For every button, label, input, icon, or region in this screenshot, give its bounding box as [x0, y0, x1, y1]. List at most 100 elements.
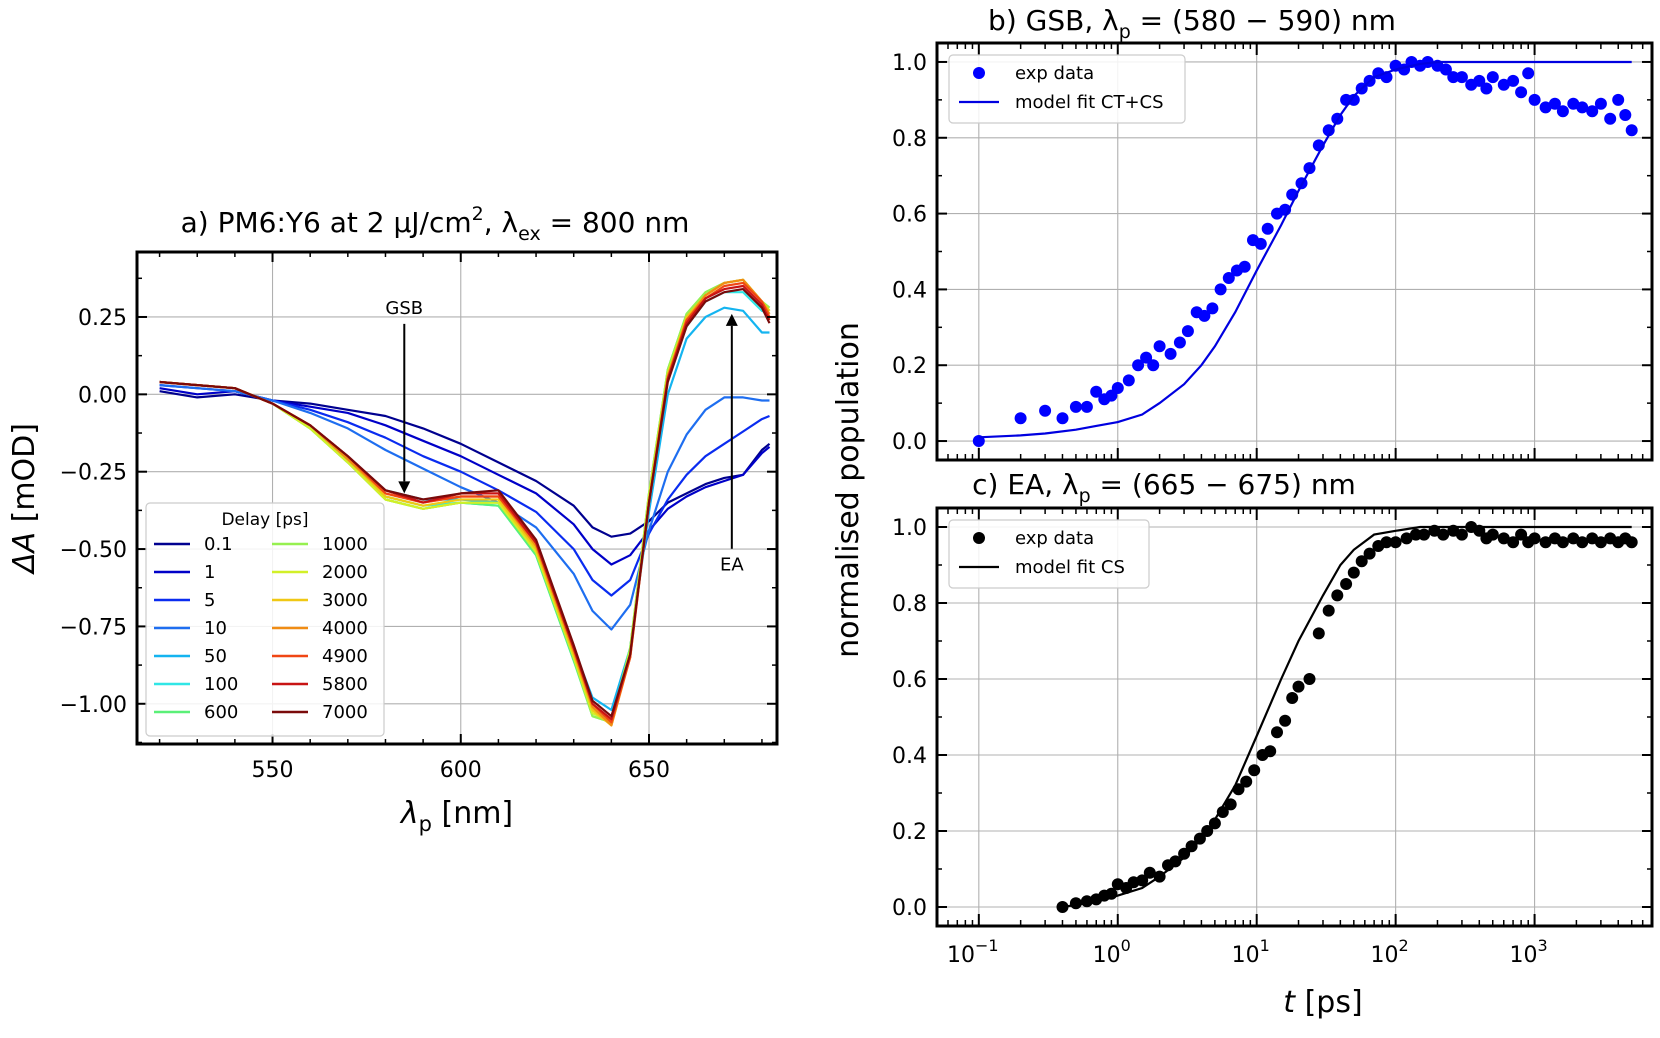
c-data-point — [1143, 866, 1156, 879]
b-data-point — [1222, 272, 1235, 284]
b-data-point — [1455, 71, 1468, 84]
a-legend-label: 5 — [204, 590, 215, 611]
b-legend-box — [948, 54, 1186, 124]
c-data-point — [1312, 627, 1325, 640]
b-data-point — [1576, 101, 1589, 114]
b-data-point — [1181, 325, 1194, 338]
panel-a: a) PM6:Y6 at 2 µJ/cm2, λex = 800 nm 550 6… — [7, 203, 779, 836]
b-data-point — [1080, 400, 1093, 413]
b-ytick-label: 1.0 — [892, 51, 927, 76]
series-line-10 — [159, 384, 770, 631]
c-legend-swatch-marker — [973, 532, 985, 544]
a-ytick-label: 0.00 — [78, 383, 127, 408]
c-legend-label: model fit CS — [1015, 557, 1125, 578]
c-data-point — [1576, 536, 1589, 549]
a-ytick-label: 0.25 — [78, 306, 127, 331]
panel-a-xlabel: λp [nm] — [399, 796, 513, 836]
c-data-point — [1380, 536, 1393, 549]
c-data-point — [1224, 798, 1237, 811]
c-data-point — [1248, 764, 1261, 777]
c-data-point — [1271, 726, 1283, 739]
b-data-point — [1322, 124, 1335, 137]
c-fit-line — [1062, 525, 1632, 909]
b-data-point — [1147, 359, 1160, 372]
c-data-point — [1208, 817, 1221, 830]
c-data-point — [1292, 680, 1305, 693]
a-legend-label: 2000 — [322, 562, 368, 583]
panel-c-xlabel: t [ps] — [1283, 985, 1362, 1020]
a-legend-label: 1 — [204, 562, 215, 583]
c-data-point — [1331, 589, 1344, 602]
c-data-point — [1437, 528, 1450, 541]
b-data-point — [1238, 260, 1251, 273]
b-data-point — [1214, 283, 1227, 296]
b-data-point — [1039, 404, 1052, 417]
c-data-point — [1486, 528, 1499, 541]
b-data-point — [1164, 347, 1177, 360]
b-data-point — [1254, 237, 1267, 250]
b-data-point — [1173, 336, 1186, 349]
c-ytick-label: 0.4 — [892, 744, 927, 769]
b-data-point — [1111, 382, 1124, 394]
c-xtick-label: 10−1 — [947, 936, 999, 968]
panel-c: c) EA, λp = (665 − 675) nm 10−1 100 101 102… — [892, 468, 1654, 1020]
b-data-point — [1439, 63, 1452, 76]
c-ytick-label: 0.2 — [892, 820, 927, 845]
b-data-point — [1473, 74, 1486, 87]
c-ytick-label: 0.8 — [892, 592, 927, 617]
shared-ylabel: normalised population — [831, 322, 866, 658]
annotation-label-EA: EA — [720, 555, 744, 576]
b-data-point — [1122, 374, 1135, 387]
c-data-point — [1178, 847, 1191, 860]
panel-c-title: c) EA, λp = (665 − 675) nm — [972, 468, 1356, 507]
annotation-arrow-head — [725, 313, 738, 326]
b-legend-swatch-marker — [973, 67, 985, 79]
a-ytick-label: −0.50 — [60, 538, 127, 563]
a-legend-label: 7000 — [322, 702, 368, 723]
b-data-point — [1090, 385, 1103, 398]
b-data-point — [1132, 359, 1145, 372]
c-data-point — [1455, 528, 1468, 541]
panel-b-title: b) GSB, λp = (580 − 590) nm — [988, 4, 1396, 43]
b-data-point — [1140, 351, 1153, 364]
b-data-point — [1153, 340, 1166, 353]
a-legend-label: 4000 — [322, 618, 368, 639]
b-data-point — [1347, 93, 1360, 106]
b-ytick-label: 0.4 — [892, 278, 927, 303]
c-legend-box — [948, 519, 1150, 589]
panel-b: b) GSB, λp = (580 − 590) nm 0.0 0.2 0.4 0.6… — [892, 4, 1654, 462]
b-data-point — [1480, 82, 1493, 95]
a-ytick-label: −0.25 — [60, 461, 127, 486]
c-data-point — [1625, 536, 1638, 549]
series-line-7000 — [159, 288, 771, 718]
series-line-5 — [159, 384, 770, 597]
c-ytick-label: 1.0 — [892, 516, 927, 541]
c-data-point — [1497, 532, 1510, 545]
b-data-point — [1528, 93, 1541, 106]
c-data-point — [1347, 566, 1360, 579]
a-legend-box — [145, 502, 385, 737]
a-legend-label: 3000 — [322, 590, 368, 611]
a-legend-label: 100 — [204, 674, 238, 695]
b-legend-label: exp data — [1015, 63, 1094, 84]
c-data-point — [1303, 673, 1316, 685]
b-data-point — [1539, 101, 1552, 114]
b-data-point — [1069, 400, 1082, 413]
b-data-point — [1548, 97, 1561, 110]
b-data-point — [1447, 71, 1460, 84]
a-legend-label: 0.1 — [204, 534, 233, 555]
c-data-point — [1185, 840, 1198, 853]
c-data-point — [1539, 536, 1552, 549]
c-data-point — [1418, 528, 1430, 541]
annotation-label-GSB: GSB — [385, 298, 423, 319]
c-data-point — [1340, 578, 1353, 590]
c-ytick-label: 0.0 — [892, 896, 927, 921]
a-legend-label: 600 — [204, 702, 238, 723]
c-ytick-label: 0.6 — [892, 668, 927, 693]
a-xtick-label: 550 — [252, 758, 294, 783]
b-fit-line — [978, 60, 1632, 439]
panel-b-frame — [935, 41, 1654, 462]
c-data-point — [1264, 745, 1277, 758]
b-data-point — [1486, 71, 1499, 84]
a-legend-label: 1000 — [322, 534, 368, 555]
